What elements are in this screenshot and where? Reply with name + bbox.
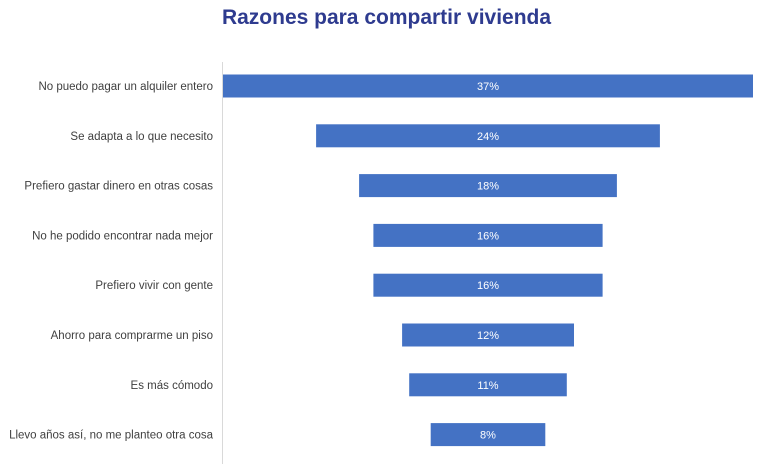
bar [409,373,567,397]
category-label: Prefiero vivir con gente [95,280,213,292]
bar [359,174,617,198]
bar [223,74,753,98]
data-label: 11% [477,380,498,392]
data-label: 16% [477,280,499,292]
category-label: Prefiero gastar dinero en otras cosas [24,181,213,193]
data-label: 37% [477,81,499,93]
data-label: 8% [480,430,496,442]
data-label: 16% [477,230,499,242]
category-label: Llevo años así, no me planteo otra cosa [9,430,214,442]
chart-title: Razones para compartir vivienda [221,6,552,29]
bar [316,124,660,148]
bar [373,273,603,297]
data-label: 12% [477,330,499,342]
bar [373,223,603,247]
data-label: 18% [477,181,499,193]
bar [402,323,574,347]
category-label: Ahorro para comprarme un piso [51,330,213,342]
category-label: No he podido encontrar nada mejor [32,230,213,242]
category-label: No puedo pagar un alquiler entero [38,81,213,93]
bar [430,423,546,447]
category-label: Es más cómodo [131,380,213,392]
category-label: Se adapta a lo que necesito [70,131,213,143]
data-label: 24% [477,131,499,143]
